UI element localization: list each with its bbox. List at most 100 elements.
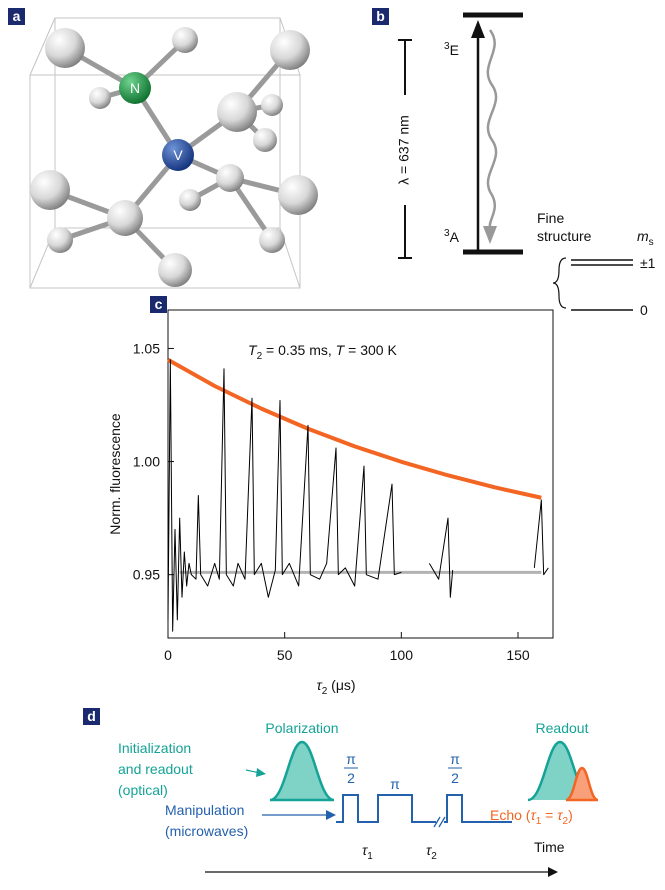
arrow-head	[471, 20, 485, 38]
text: Echo (	[490, 807, 531, 823]
symbol: T	[248, 342, 258, 358]
symbol: τ	[530, 807, 536, 823]
symbol: τ	[316, 677, 322, 693]
value: = 300 K	[344, 342, 397, 358]
annotation: T2 = 0.35 ms, T = 300 K	[248, 342, 397, 362]
symbol: τ	[426, 842, 432, 858]
shape	[45, 28, 85, 68]
sub: 1	[536, 816, 542, 827]
panel-label: c	[155, 296, 163, 312]
atom-label: N	[130, 80, 140, 96]
x-tick-label: 50	[277, 647, 293, 663]
time-label: Time	[534, 839, 565, 855]
x-tick-label: 0	[164, 647, 172, 663]
shape	[278, 175, 318, 215]
pulse-label: 2	[451, 770, 459, 786]
level-label: ±1	[640, 255, 656, 271]
pulse-label: π	[346, 751, 356, 767]
break-mark	[438, 816, 446, 828]
arrow-head	[256, 768, 266, 777]
base: A	[450, 229, 460, 245]
ground-state-label: 3A	[444, 228, 460, 245]
base: m	[637, 228, 649, 244]
panel-b: b λ = 637 nm 3E 3A Fine structure ms ±1 …	[372, 8, 656, 318]
panel-c: c T2 = 0.35 ms, T = 300 K τ2 (μs) Norm. …	[107, 296, 554, 697]
symbol: τ	[362, 842, 368, 858]
excited-state-label: 3E	[444, 41, 459, 58]
x-tick-label: 150	[506, 647, 530, 663]
sub: 2	[322, 686, 328, 697]
sup: 3	[444, 41, 450, 52]
sub: 2	[257, 351, 263, 362]
sub: s	[649, 237, 654, 248]
pulse-label: π	[450, 751, 460, 767]
sup: 3	[444, 228, 450, 239]
optical-label: (optical)	[118, 782, 168, 798]
y-axis-label: Norm. fluorescence	[107, 413, 123, 535]
panel-label-box	[372, 8, 389, 25]
base: E	[450, 42, 459, 58]
sub: 1	[367, 851, 373, 862]
panel-label-box	[150, 296, 167, 313]
shape	[107, 200, 143, 236]
polarization-pulse	[269, 740, 335, 802]
eq: =	[541, 807, 557, 823]
readout-label: Readout	[536, 720, 589, 736]
shape	[30, 170, 70, 210]
ms-label: ms	[637, 228, 654, 248]
fine-structure-label: Fine	[537, 210, 564, 226]
panel-label-box	[83, 708, 100, 725]
y-tick-label: 1.00	[133, 454, 160, 470]
value: = 0.35 ms,	[262, 342, 336, 358]
shape	[259, 227, 285, 253]
atoms	[30, 27, 318, 287]
shape	[119, 72, 151, 104]
wavelength: λ = 637 nm	[396, 115, 412, 185]
sub: 2	[563, 816, 569, 827]
brace	[552, 257, 567, 309]
microwave-label: (microwaves)	[165, 823, 248, 839]
y-tick-label: 0.95	[133, 567, 160, 583]
shape	[172, 27, 198, 53]
shape	[217, 92, 257, 132]
arrow-head	[326, 810, 336, 820]
shape	[162, 139, 194, 171]
pulse-label: 2	[347, 770, 355, 786]
shape	[253, 128, 277, 152]
level-label: 0	[640, 302, 648, 318]
symbol: τ	[557, 807, 563, 823]
sub: 2	[431, 851, 437, 862]
arrow-head	[483, 226, 497, 244]
pulse-label: π	[390, 776, 400, 792]
series-line	[167, 359, 549, 632]
panel-d: d Polarization Readout Initialization an…	[83, 708, 599, 877]
shape	[216, 164, 244, 192]
echo-pulse	[565, 766, 599, 802]
tau1-label: τ1	[362, 842, 373, 862]
y-tick-label: 1.05	[133, 340, 160, 356]
close: )	[568, 807, 573, 823]
panel-label: d	[87, 708, 96, 724]
optical-label: Initialization	[118, 740, 191, 756]
shape	[158, 253, 192, 287]
unit: (μs)	[327, 677, 355, 693]
break-mark	[433, 816, 441, 828]
panel-label: a	[13, 8, 21, 24]
panel-label-box	[8, 8, 25, 25]
series-line	[167, 358, 542, 500]
plot-frame	[167, 309, 554, 639]
shape	[29, 17, 56, 76]
shape	[270, 30, 310, 70]
fine-structure-label: structure	[537, 228, 592, 244]
x-axis-label: τ2 (μs)	[316, 677, 355, 697]
panel-a: a	[8, 8, 318, 289]
optical-label: and readout	[118, 761, 193, 777]
x-tick-label: 100	[390, 647, 414, 663]
atom-label: V	[173, 147, 183, 163]
pulse-sequence	[336, 794, 512, 823]
shape	[179, 189, 201, 211]
symbol: T	[336, 342, 346, 358]
arrow-head	[548, 867, 558, 877]
